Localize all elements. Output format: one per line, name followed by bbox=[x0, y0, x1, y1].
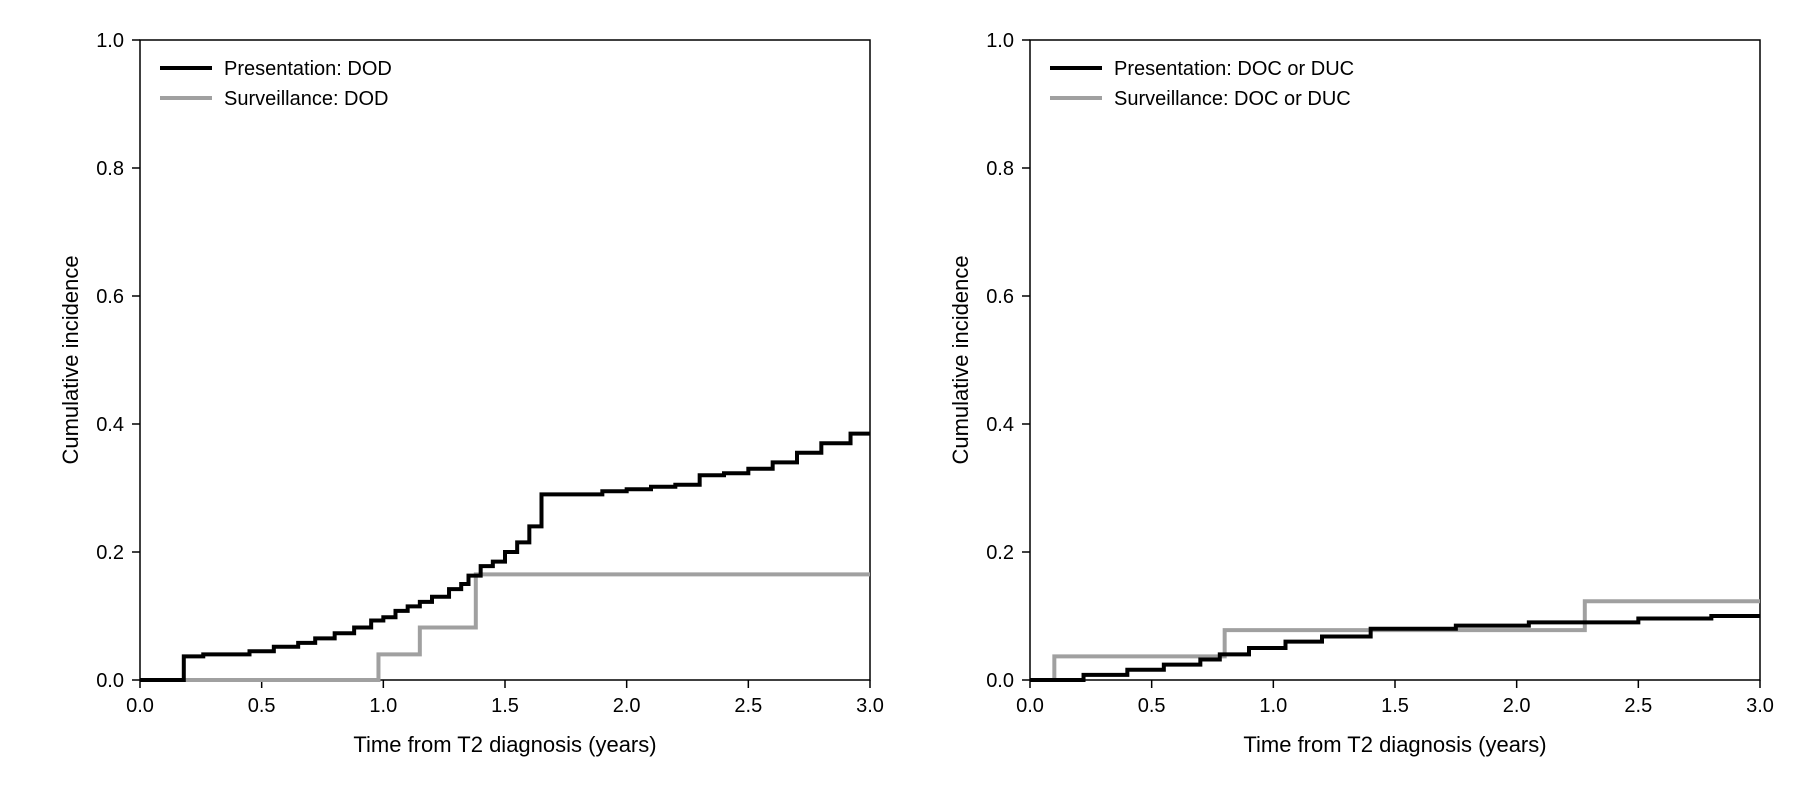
x-tick-label: 2.5 bbox=[734, 695, 762, 717]
x-axis-label: Time from T2 diagnosis (years) bbox=[353, 732, 656, 757]
y-tick-label: 0.4 bbox=[986, 414, 1014, 436]
x-tick-label: 2.0 bbox=[1503, 695, 1531, 717]
y-tick-label: 0.6 bbox=[96, 286, 124, 308]
series-surveillance bbox=[140, 574, 870, 680]
figure: 0.0 0.5 1.0 1.5 2.0 2.5 3.0 0.0 0.2 0.4 0.6 0.8 1.0 T… bbox=[0, 0, 1800, 809]
y-tick-label: 0.8 bbox=[96, 158, 124, 180]
x-tick-label: 2.5 bbox=[1624, 695, 1652, 717]
x-tick-label: 0.0 bbox=[126, 695, 154, 717]
y-tick-label: 0.2 bbox=[986, 542, 1014, 564]
x-tick-label: 1.0 bbox=[369, 695, 397, 717]
panel-right: 0.0 0.5 1.0 1.5 2.0 2.5 3.0 0.0 0.2 0.4 0.6 0.8 1.0 T… bbox=[930, 20, 1780, 779]
x-tick-label: 0.5 bbox=[1138, 695, 1166, 717]
y-tick-label: 0.6 bbox=[986, 286, 1014, 308]
y-tick-label: 0.2 bbox=[96, 542, 124, 564]
x-axis-label: Time from T2 diagnosis (years) bbox=[1243, 732, 1546, 757]
y-tick-label: 1.0 bbox=[986, 30, 1014, 52]
y-tick-label: 0.4 bbox=[96, 414, 124, 436]
x-tick-label: 3.0 bbox=[856, 695, 884, 717]
y-axis-label: Cumulative incidence bbox=[58, 255, 83, 464]
y-tick-label: 0.0 bbox=[96, 670, 124, 692]
x-tick-label: 3.0 bbox=[1746, 695, 1774, 717]
x-tick-label: 0.5 bbox=[248, 695, 276, 717]
x-tick-label: 1.0 bbox=[1259, 695, 1287, 717]
series-presentation bbox=[1030, 616, 1760, 680]
x-tick-label: 0.0 bbox=[1016, 695, 1044, 717]
x-tick-label: 1.5 bbox=[491, 695, 519, 717]
chart-left: 0.0 0.5 1.0 1.5 2.0 2.5 3.0 0.0 0.2 0.4 0.6 0.8 1.0 T… bbox=[40, 20, 890, 780]
y-axis-label: Cumulative incidence bbox=[948, 255, 973, 464]
legend-label: Presentation: DOD bbox=[224, 58, 392, 80]
panel-left: 0.0 0.5 1.0 1.5 2.0 2.5 3.0 0.0 0.2 0.4 0.6 0.8 1.0 T… bbox=[40, 20, 890, 779]
plot-frame bbox=[1030, 40, 1760, 680]
x-tick-label: 1.5 bbox=[1381, 695, 1409, 717]
y-tick-label: 0.0 bbox=[986, 670, 1014, 692]
plot-frame bbox=[140, 40, 870, 680]
legend-label: Surveillance: DOC or DUC bbox=[1114, 88, 1351, 110]
legend-label: Presentation: DOC or DUC bbox=[1114, 58, 1354, 80]
x-tick-label: 2.0 bbox=[613, 695, 641, 717]
legend-label: Surveillance: DOD bbox=[224, 88, 389, 110]
y-tick-label: 1.0 bbox=[96, 30, 124, 52]
chart-right: 0.0 0.5 1.0 1.5 2.0 2.5 3.0 0.0 0.2 0.4 0.6 0.8 1.0 T… bbox=[930, 20, 1780, 780]
y-tick-label: 0.8 bbox=[986, 158, 1014, 180]
series-presentation bbox=[140, 434, 870, 680]
